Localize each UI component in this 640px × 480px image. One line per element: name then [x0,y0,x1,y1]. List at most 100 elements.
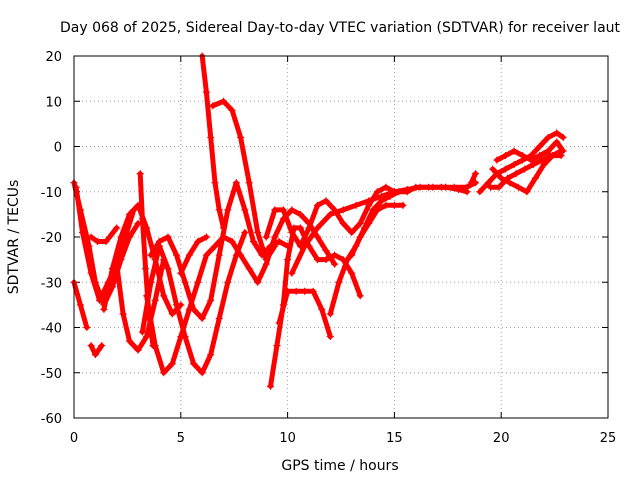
data-point [292,287,300,295]
data-point [147,278,155,286]
y-tick-label: -40 [41,322,62,337]
data-point [326,310,334,318]
data-point [339,219,347,227]
data-point [177,269,185,277]
data-point [164,233,172,241]
data-point [386,192,394,200]
data-point [553,129,561,137]
data-point [463,183,471,191]
series-trace [88,343,105,358]
series-arc4 [87,342,106,359]
data-point [220,97,228,105]
data-point [271,233,279,241]
data-point [437,183,445,191]
x-tick-label: 10 [279,431,296,446]
data-point [267,382,275,390]
data-point [489,165,497,173]
data-point [339,206,347,214]
data-point [228,106,236,114]
series-arc25 [487,152,565,191]
data-point [544,133,552,141]
data-point [100,305,108,313]
data-point [322,247,330,255]
data-point [177,333,185,341]
series-arc14 [209,97,279,264]
data-point [510,161,518,169]
data-point [450,183,458,191]
data-point [521,165,529,173]
data-point [211,242,219,250]
data-point [168,310,176,318]
data-point [271,206,279,214]
data-point [207,296,215,304]
data-point [93,238,101,246]
data-point [87,269,95,277]
data-point [237,133,245,141]
data-point [98,342,106,350]
data-point [138,328,146,336]
data-point [79,228,87,236]
data-point [506,179,514,187]
data-point [275,238,283,246]
data-point [314,224,322,232]
data-point [160,292,168,300]
data-point [126,210,134,218]
y-tick-label: -10 [41,186,62,201]
data-point [198,314,206,322]
data-point [232,179,240,187]
data-point [164,265,172,273]
data-point [91,351,99,359]
data-point [301,287,309,295]
data-point [237,251,245,259]
series-trace [468,171,479,186]
data-point [173,251,181,259]
data-point [403,188,411,196]
series-trace [199,53,226,231]
data-point [335,278,343,286]
data-point [343,256,351,264]
data-point [211,179,219,187]
data-point [331,260,339,268]
data-point [373,188,381,196]
data-point [241,206,249,214]
data-point [190,305,198,313]
y-tick-label: -30 [41,276,62,291]
data-point [151,342,159,350]
data-point [484,179,492,187]
series-arc7 [113,256,168,354]
x-axis-label: GPS time / hours [281,458,398,474]
y-tick-label: 10 [45,95,62,110]
data-point [224,278,232,286]
data-point [356,233,364,241]
data-point [514,183,522,191]
data-point [326,210,334,218]
y-tick-label: 0 [54,141,62,156]
data-point [202,233,210,241]
data-point [365,219,373,227]
data-point [207,351,215,359]
x-tick-label: 15 [386,431,403,446]
data-point [331,251,339,259]
data-point [531,174,539,182]
data-point [497,174,505,182]
data-point [348,251,356,259]
series-trace [210,98,278,263]
data-point [557,152,565,160]
grid [74,56,608,418]
data-point [241,228,249,236]
data-point [284,256,292,264]
data-point [288,228,296,236]
data-point [501,152,509,160]
series-arc13 [198,52,228,232]
data-point [215,314,223,322]
data-point [309,287,317,295]
data-point [382,201,390,209]
x-tick-label: 25 [600,431,617,446]
data-point [209,102,217,110]
y-tick-label: 20 [45,50,62,65]
data-point [322,256,330,264]
data-point [536,143,544,150]
data-point [254,228,262,236]
x-tick-label: 5 [177,431,185,446]
data-point [395,188,403,196]
